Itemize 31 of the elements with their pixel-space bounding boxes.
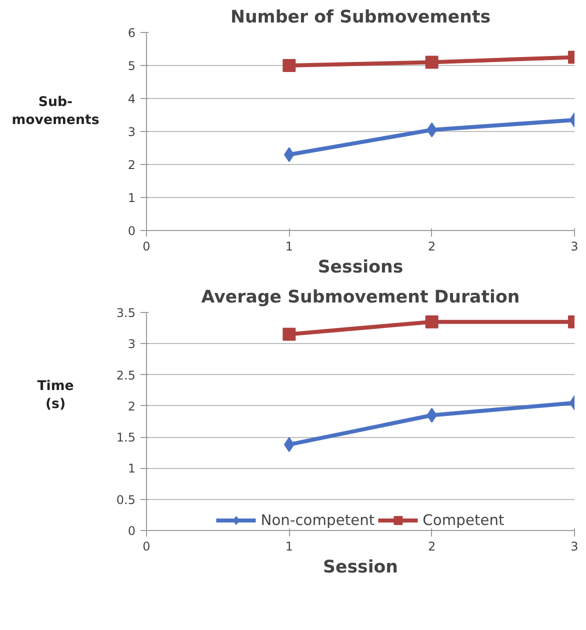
y-tick-label: 2: [128, 158, 136, 172]
y-tick-label: 5: [128, 59, 136, 73]
y-tick-label: 0: [128, 524, 136, 538]
chart-title: Number of Submovements: [230, 8, 491, 28]
y-tick-label: 1: [128, 191, 136, 205]
x-axis-title: Sessions: [318, 258, 404, 278]
y-tick-label: 0: [128, 224, 136, 238]
y-axis-title: Sub- movements: [12, 95, 100, 128]
y-tick-label: 4: [128, 92, 136, 106]
y-tick-label: 3: [128, 337, 136, 352]
y-tick-label: 3.5: [116, 306, 136, 320]
y-tick-label: 3: [128, 125, 136, 139]
y-tick-label: 0.5: [116, 492, 136, 507]
x-tick-label: 3: [570, 240, 578, 254]
legend-label: Non-competent: [260, 512, 375, 528]
x-tick-label: 3: [570, 540, 578, 554]
chart-title: Average Submovement Duration: [201, 288, 520, 308]
x-tick-label: 1: [285, 240, 293, 254]
x-tick-label: 0: [142, 240, 150, 254]
y-tick-label: 2: [128, 399, 136, 414]
x-tick-label: 0: [142, 540, 150, 554]
x-tick-label: 2: [428, 540, 436, 554]
x-axis-title: Session: [322, 558, 398, 578]
x-tick-label: 2: [428, 240, 436, 254]
y-tick-label: 1: [128, 462, 136, 476]
y-axis-title: Time (s): [37, 378, 74, 412]
legend-label: Competent: [422, 512, 504, 528]
y-tick-label: 1.5: [116, 430, 136, 445]
x-tick-label: 1: [285, 540, 293, 554]
y-tick-label: 6: [128, 26, 136, 40]
y-tick-label: 2.5: [116, 368, 136, 382]
